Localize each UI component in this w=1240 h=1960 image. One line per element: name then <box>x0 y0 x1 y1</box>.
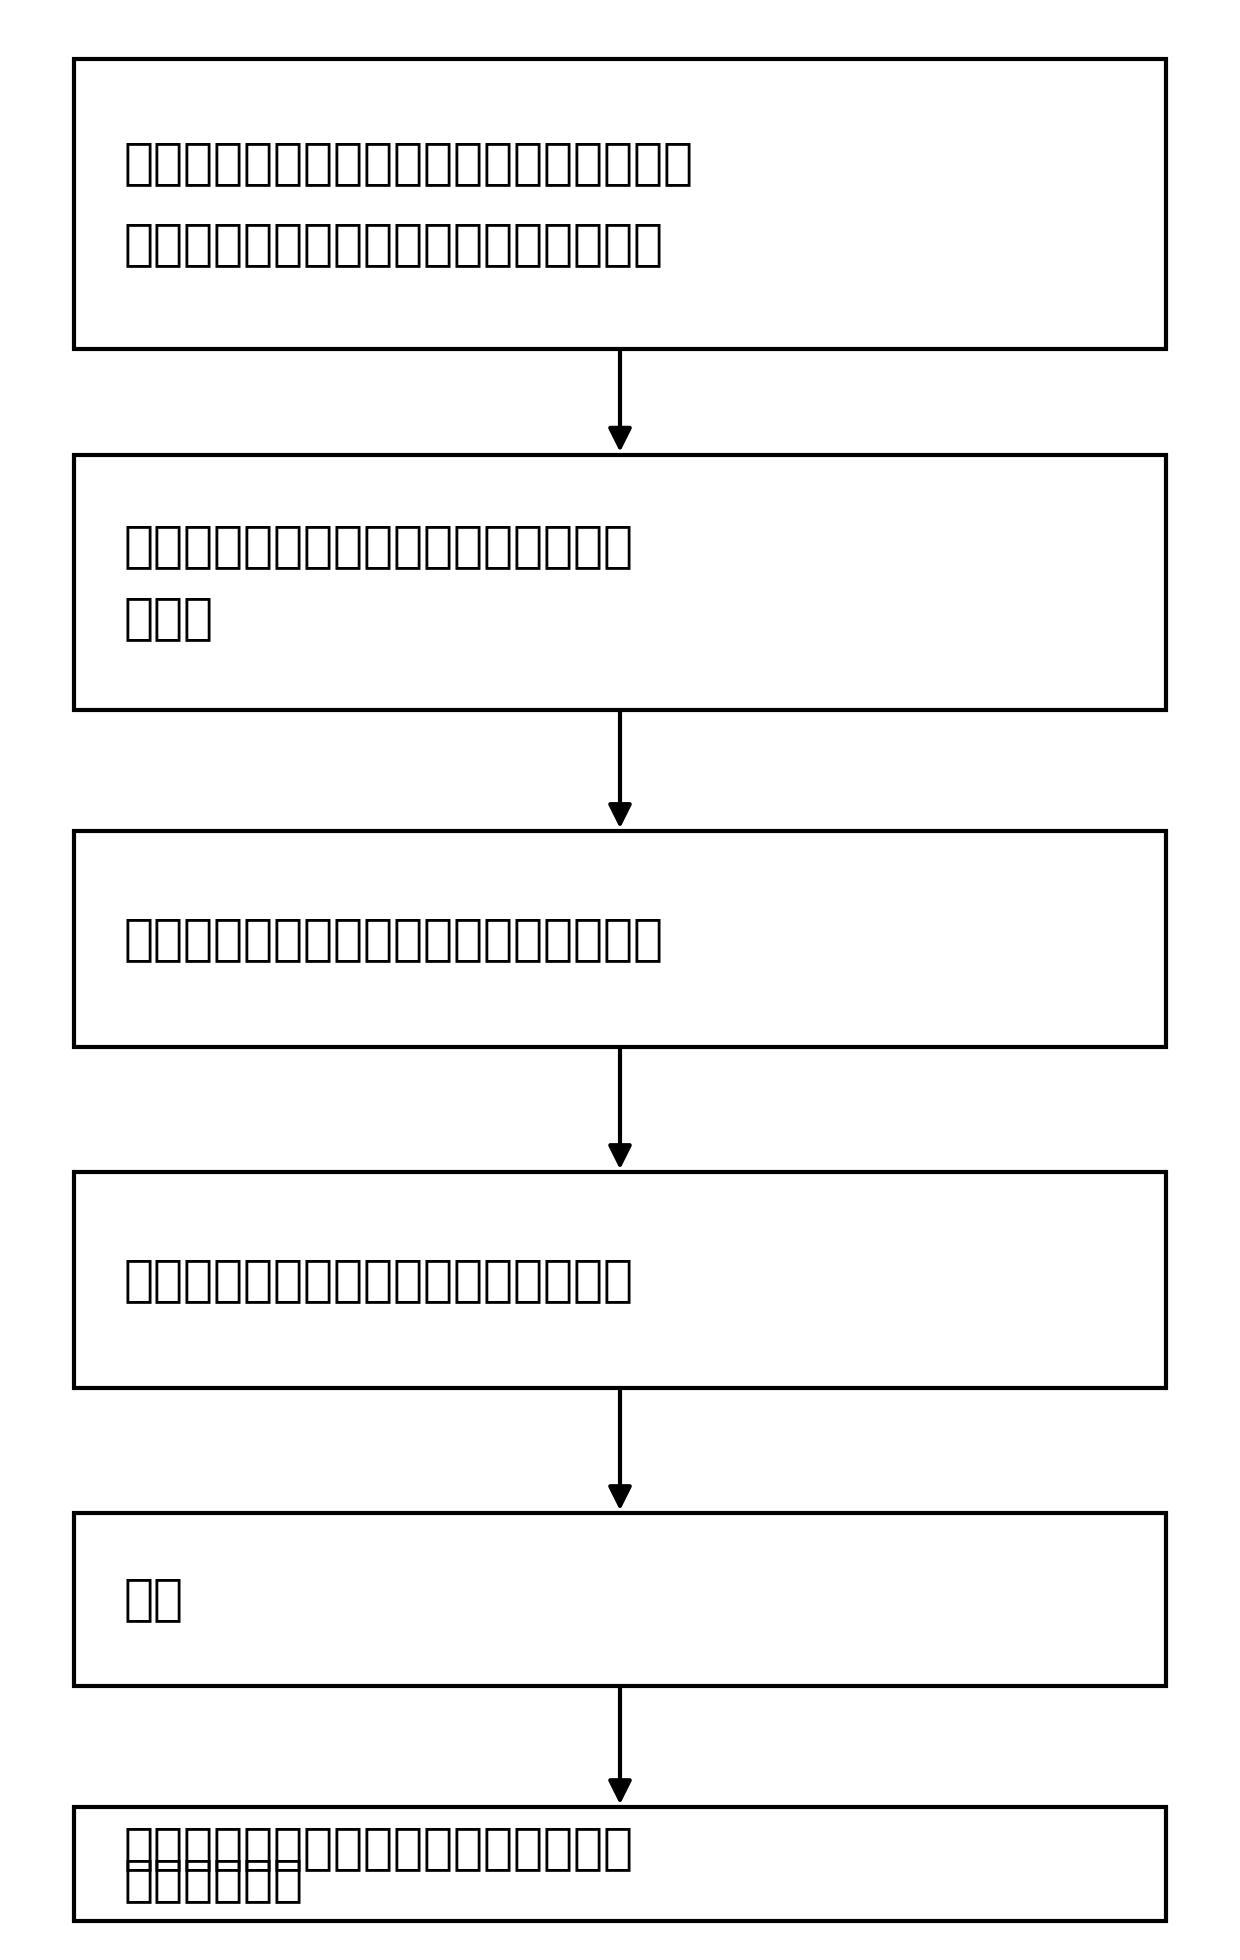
FancyBboxPatch shape <box>74 1513 1166 1686</box>
Text: 区块链: 区块链 <box>124 594 215 641</box>
Text: 判定该电池组是否原装的，并生成区块链: 判定该电池组是否原装的，并生成区块链 <box>124 220 663 269</box>
FancyBboxPatch shape <box>74 831 1166 1047</box>
Text: 充电结束，生成订单，上传互联网中心: 充电结束，生成订单，上传互联网中心 <box>124 1825 634 1872</box>
Text: 汽车制造厂家向电池生产厂家购买电池组，: 汽车制造厂家向电池生产厂家购买电池组， <box>124 139 694 188</box>
FancyBboxPatch shape <box>74 59 1166 349</box>
Text: 用户购买汽车制造厂家的电池组并生成: 用户购买汽车制造厂家的电池组并生成 <box>124 523 634 570</box>
Text: 并生成区块链: 并生成区块链 <box>124 1856 304 1903</box>
Text: 充电: 充电 <box>124 1576 184 1623</box>
FancyBboxPatch shape <box>74 1172 1166 1388</box>
Text: 充电桩与用户电池组通讯进行数据交互: 充电桩与用户电池组通讯进行数据交互 <box>124 1256 634 1303</box>
Text: 换电设备与用户电池组通讯进行数据交互: 换电设备与用户电池组通讯进行数据交互 <box>124 915 663 962</box>
FancyBboxPatch shape <box>74 455 1166 710</box>
FancyBboxPatch shape <box>74 1807 1166 1921</box>
